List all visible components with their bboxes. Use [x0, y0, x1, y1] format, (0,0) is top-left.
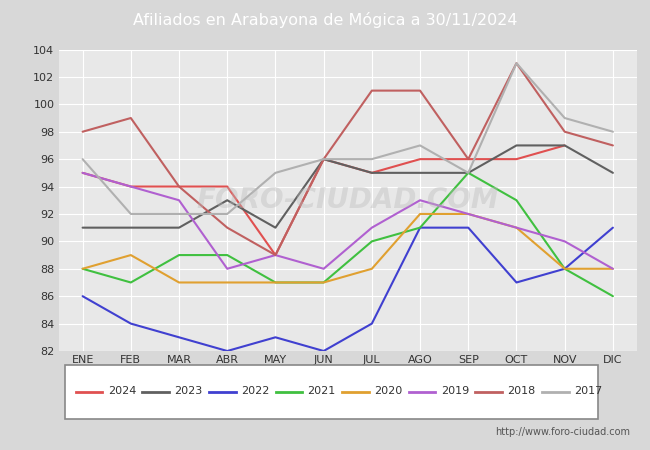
Text: FORO-CIUDAD.COM: FORO-CIUDAD.COM [196, 186, 499, 214]
Text: 2017: 2017 [574, 387, 603, 396]
Text: 2023: 2023 [174, 387, 203, 396]
Text: 2022: 2022 [241, 387, 269, 396]
Text: 2024: 2024 [108, 387, 136, 396]
Text: http://www.foro-ciudad.com: http://www.foro-ciudad.com [495, 428, 630, 437]
Text: Afiliados en Arabayona de Mógica a 30/11/2024: Afiliados en Arabayona de Mógica a 30/11… [133, 12, 517, 28]
FancyBboxPatch shape [65, 364, 598, 418]
Text: 2020: 2020 [374, 387, 402, 396]
Text: 2019: 2019 [441, 387, 469, 396]
Text: 2021: 2021 [307, 387, 336, 396]
Text: 2018: 2018 [508, 387, 536, 396]
